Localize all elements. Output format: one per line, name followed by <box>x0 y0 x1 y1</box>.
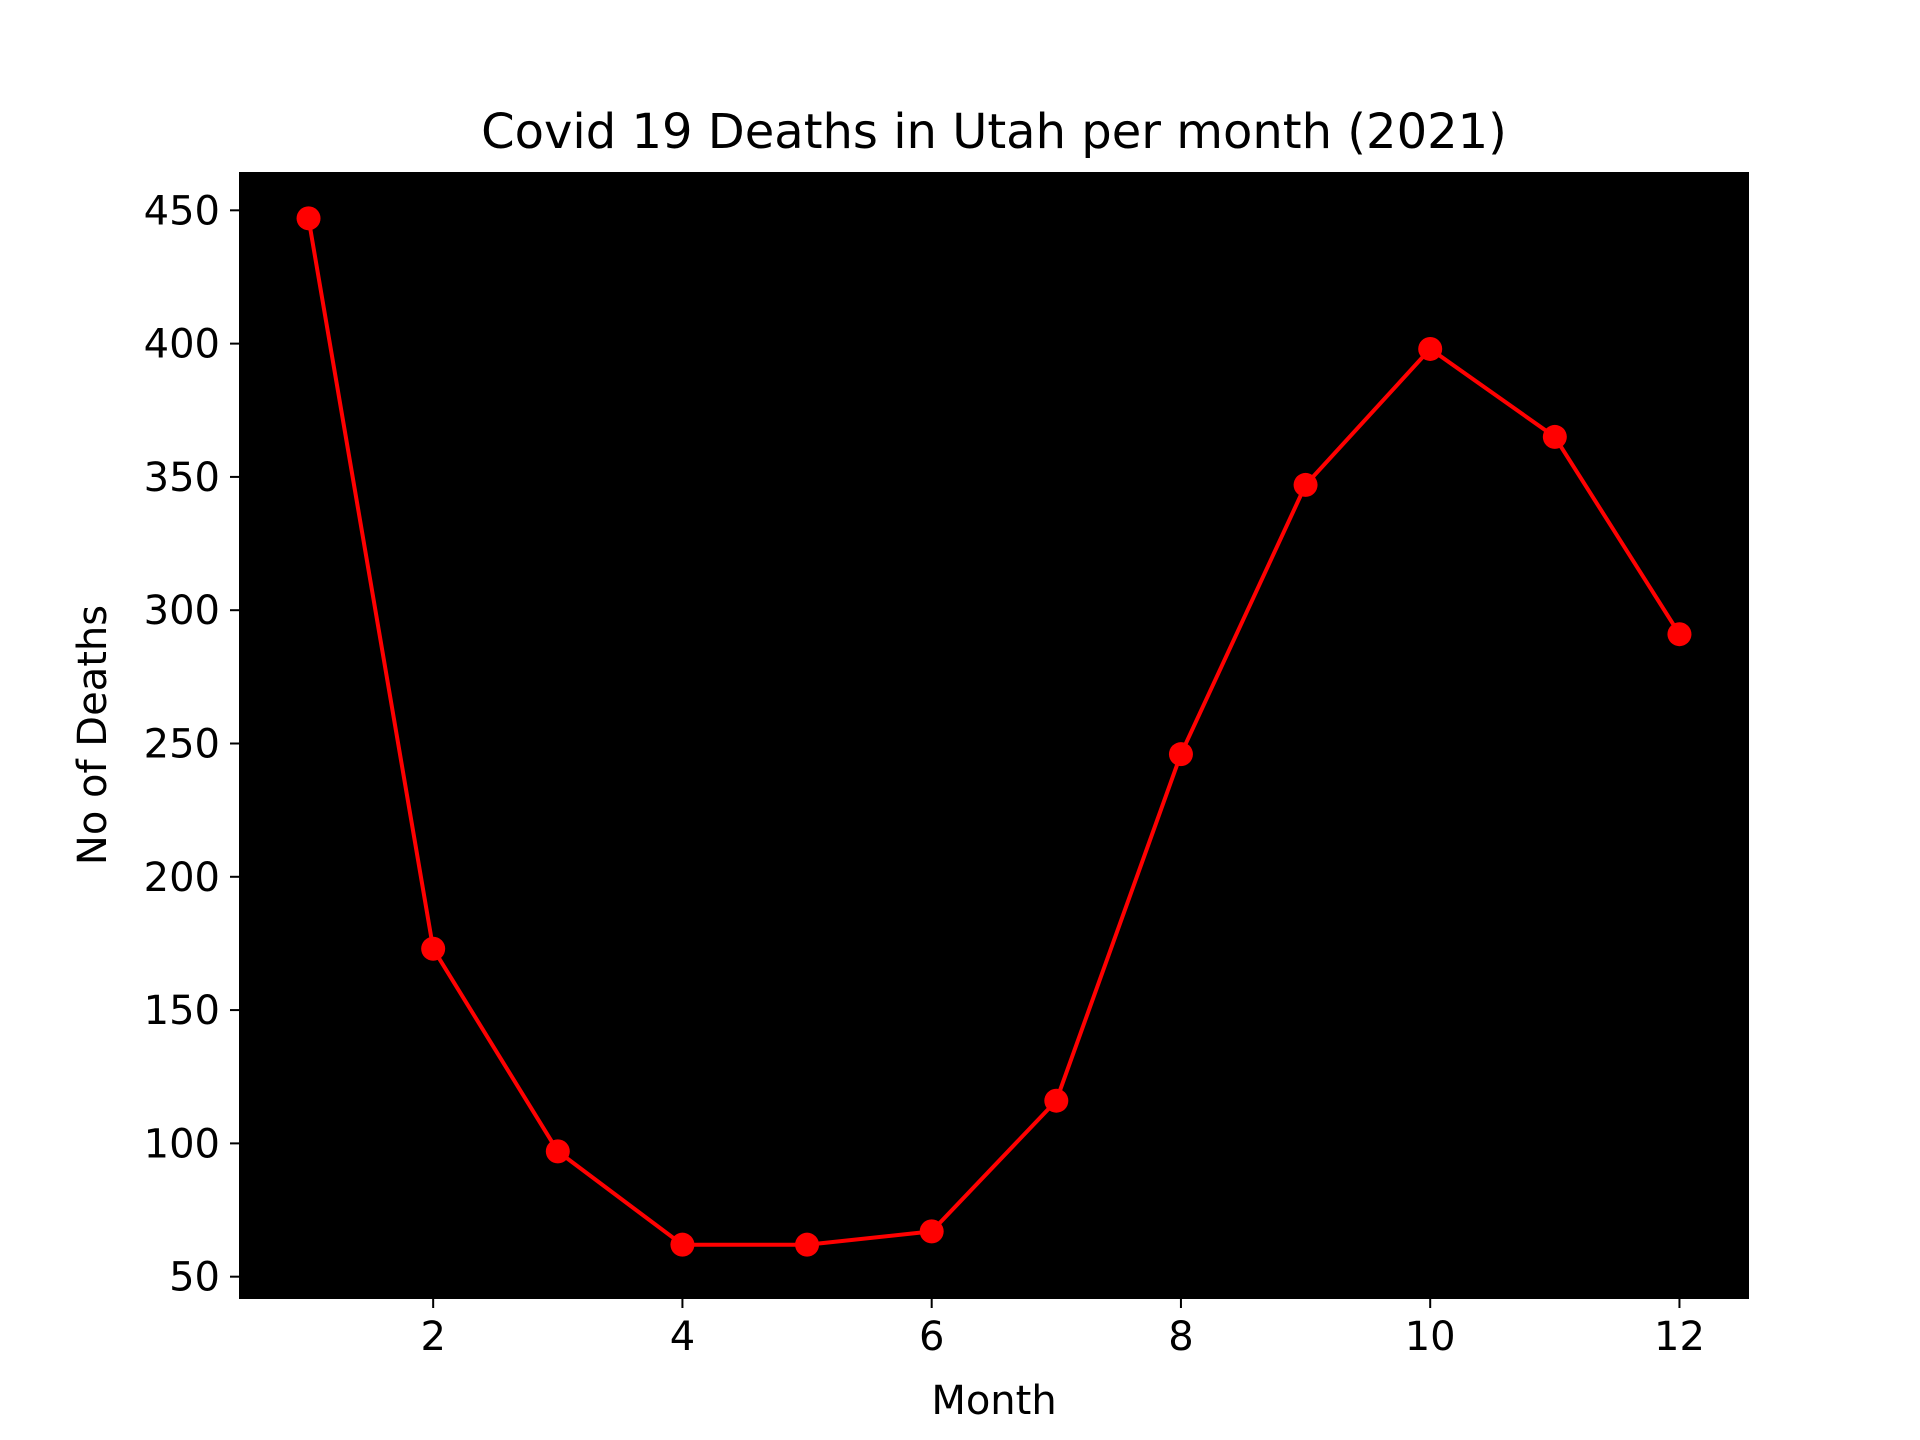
data-point <box>1542 424 1567 449</box>
x-axis-title: Month <box>931 1378 1056 1424</box>
y-tick-label: 300 <box>144 588 220 634</box>
data-point <box>1044 1088 1069 1113</box>
data-point <box>670 1232 695 1257</box>
data-point <box>1293 472 1318 497</box>
x-tick-label: 12 <box>1654 1314 1705 1360</box>
plot-area <box>239 172 1749 1299</box>
chart-title: Covid 19 Deaths in Utah per month (2021) <box>481 104 1507 160</box>
x-tick-label: 2 <box>420 1314 445 1360</box>
data-point <box>545 1139 570 1164</box>
data-point <box>1667 622 1692 647</box>
x-tick-label: 6 <box>919 1314 944 1360</box>
data-point <box>919 1219 944 1244</box>
y-tick-label: 150 <box>144 988 220 1034</box>
data-point <box>1168 742 1193 767</box>
series-line <box>306 217 1682 1247</box>
y-tick-label: 100 <box>144 1121 220 1167</box>
y-tick-label: 400 <box>144 322 220 368</box>
data-point <box>421 936 446 961</box>
y-tick-label: 450 <box>144 188 220 234</box>
x-tick-label: 8 <box>1168 1314 1193 1360</box>
data-point <box>1418 336 1443 361</box>
y-tick-label: 250 <box>144 721 220 767</box>
data-point <box>296 206 321 231</box>
y-axis-title: No of Deaths <box>70 605 116 865</box>
x-axis: 2 4 6 8 10 12 <box>420 1298 1705 1360</box>
series-layer <box>296 206 1692 1257</box>
x-tick-label: 4 <box>670 1314 695 1360</box>
y-tick-label: 200 <box>144 855 220 901</box>
data-point <box>795 1232 820 1257</box>
y-tick-label: 350 <box>144 455 220 501</box>
y-tick-label: 50 <box>169 1255 220 1301</box>
x-tick-label: 10 <box>1405 1314 1456 1360</box>
y-axis: 50 100 150 200 250 300 350 400 450 <box>144 188 240 1301</box>
